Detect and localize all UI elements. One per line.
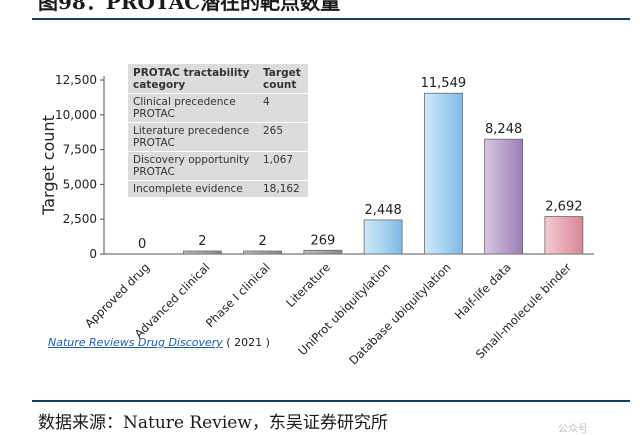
bar-literature — [303, 249, 343, 255]
table-cell-count: 265 — [258, 122, 308, 152]
bar-half-life-data — [484, 138, 524, 255]
x-tick-label: Database ubiquitylation — [346, 260, 453, 367]
table-cell-category: Literature precedence PROTAC — [128, 122, 258, 152]
table-row: Discovery opportunity PROTAC 1,067 — [128, 151, 308, 181]
top-rule — [32, 18, 630, 20]
table-row: Literature precedence PROTAC 265 — [128, 122, 308, 152]
table-row: Clinical precedence PROTAC 4 — [128, 93, 308, 123]
y-tick-label: 5,000 — [63, 177, 97, 191]
source-note: 数据来源：Nature Review，东吴证券研究所 — [38, 413, 388, 433]
y-tick-label: 0 — [89, 247, 97, 261]
bottom-rule — [32, 400, 630, 402]
figure-title: 图98：PROTAC潜在的靶点数量 — [38, 0, 341, 14]
value-label: 11,549 — [421, 76, 467, 91]
y-tick-label: 12,500 — [55, 73, 97, 87]
table-row: Incomplete evidence 18,162 — [128, 180, 308, 197]
bar-small-molecule-binder — [544, 216, 584, 255]
value-label: 2 — [198, 234, 206, 249]
table-cell-count: 1,067 — [258, 151, 308, 181]
y-tick-label: 2,500 — [63, 212, 97, 226]
table-header-category: PROTAC tractability category — [128, 64, 258, 94]
table-cell-category: Clinical precedence PROTAC — [128, 93, 258, 123]
table-cell-count: 18,162 — [258, 180, 308, 197]
bar-phase-i-clinical — [243, 250, 283, 255]
value-label: 2,692 — [545, 200, 582, 215]
citation: Nature Reviews Drug Discovery ( 2021 ) — [48, 336, 270, 349]
table-cell-category: Incomplete evidence — [128, 180, 258, 197]
citation-year: ( 2021 ) — [222, 336, 270, 349]
watermark-logo: 公众号 — [558, 424, 588, 435]
tractability-table: PROTAC tractability category Target coun… — [128, 64, 308, 197]
x-tick-label: Phase I clinical — [203, 260, 273, 330]
bar-advanced-clinical — [182, 250, 222, 255]
x-tick-label: Literature — [283, 260, 333, 310]
value-label: 2 — [258, 234, 266, 249]
table-header-row: PROTAC tractability category Target coun… — [128, 64, 308, 94]
value-label: 0 — [138, 237, 146, 252]
y-tick-label: 7,500 — [63, 143, 97, 157]
value-label: 2,448 — [365, 203, 402, 218]
value-label: 269 — [310, 233, 335, 248]
table-header-count: Target count — [258, 64, 308, 94]
value-label: 8,248 — [485, 122, 522, 137]
journal-link[interactable]: Nature Reviews Drug Discovery — [48, 336, 223, 349]
target-count-bar-chart: Target count 0 2,500 5,000 7,500 10,000 12,50… — [39, 73, 594, 367]
bar-uniprot-ubiquitylation — [363, 219, 403, 255]
x-tick-label: Half-life data — [452, 260, 514, 322]
table-cell-category: Discovery opportunity PROTAC — [128, 151, 258, 181]
y-axis-label: Target count — [39, 115, 58, 216]
y-tick-label: 10,000 — [55, 108, 97, 122]
table-cell-count: 4 — [258, 93, 308, 123]
bar-database-ubiquitylation — [423, 92, 463, 255]
